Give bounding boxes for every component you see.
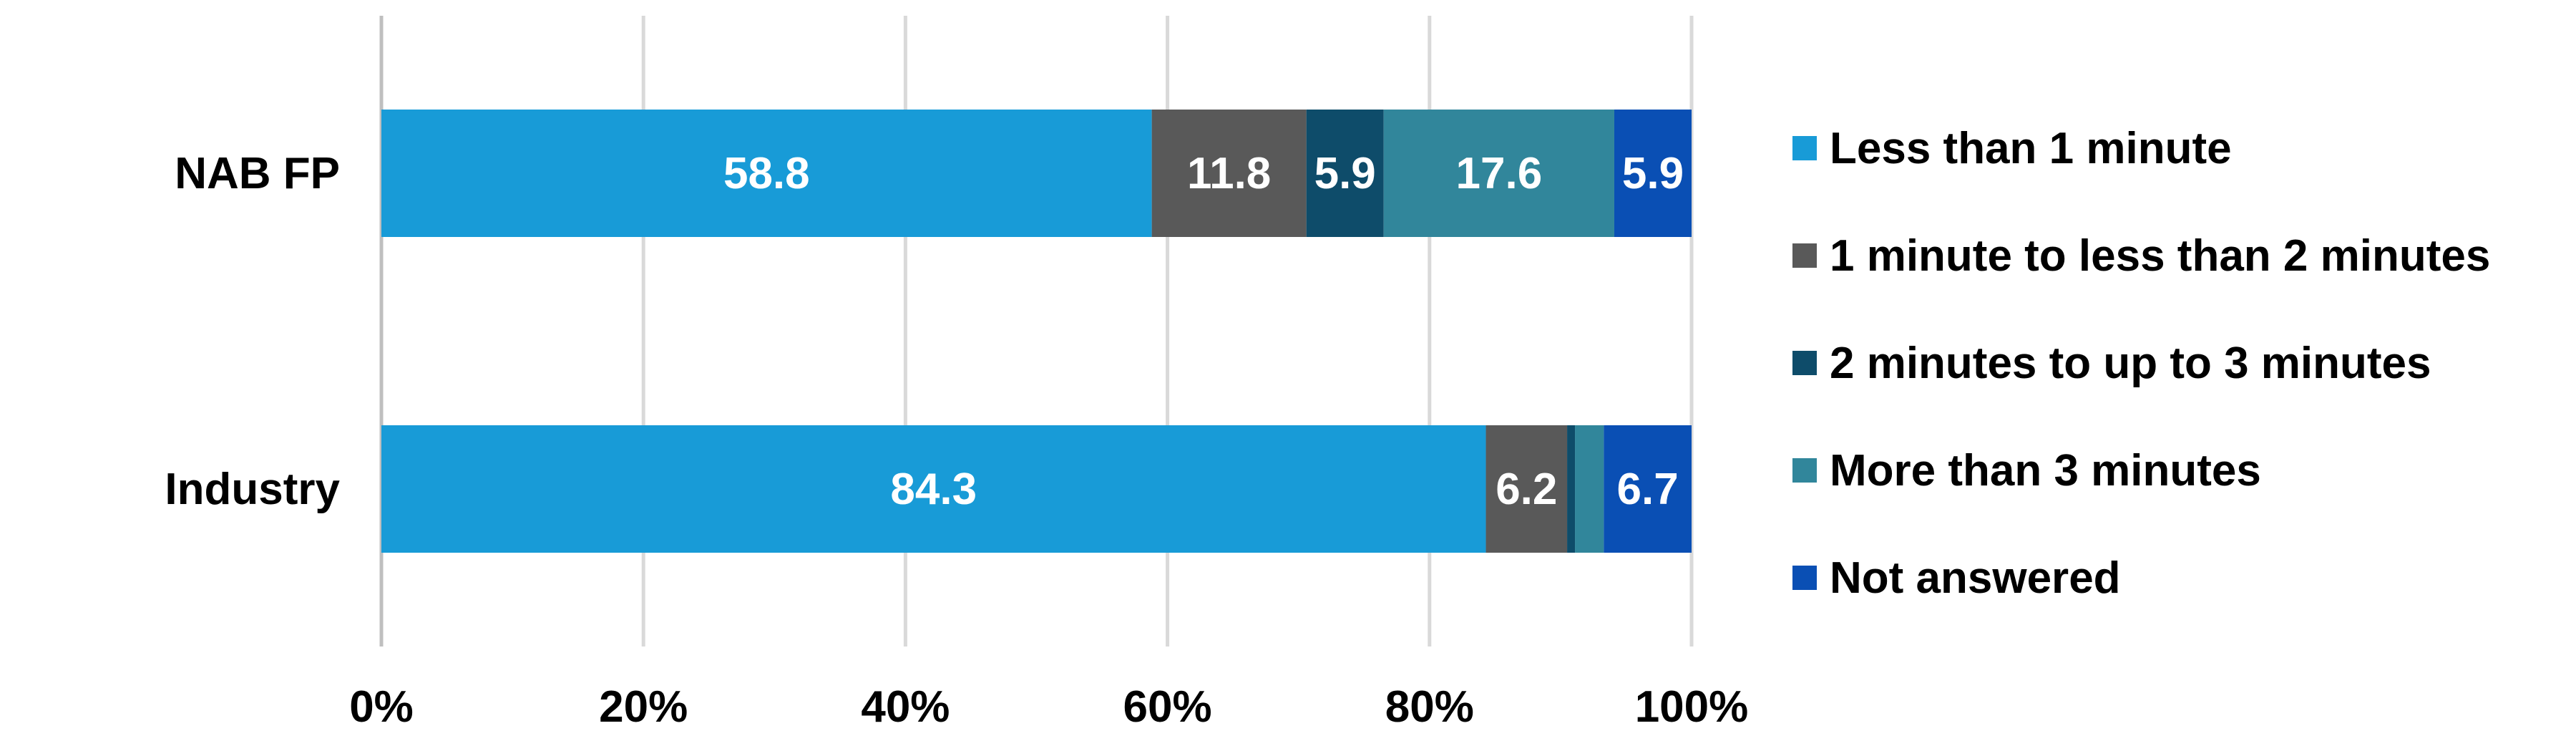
data-label: 84.3 (890, 465, 977, 514)
bar-segment (1485, 425, 1568, 553)
axes: 0% 20% 40% 60% 80% 100% NAB FP Industry (165, 16, 1748, 732)
bar-segment (1383, 110, 1614, 237)
legend-label: More than 3 minutes (1830, 446, 2261, 495)
legend-swatch (1792, 458, 1817, 483)
legend-label: 1 minute to less than 2 minutes (1830, 231, 2490, 281)
x-tick-label: 100% (1635, 682, 1749, 732)
y-category-label: NAB FP (175, 149, 340, 198)
data-label: 5.9 (1314, 149, 1376, 198)
bar-segment (1614, 110, 1692, 237)
legend-swatch (1792, 351, 1817, 375)
bar-segment (1575, 425, 1604, 553)
legend-label: Less than 1 minute (1830, 124, 2232, 173)
data-label: 58.8 (723, 149, 810, 198)
legend: Less than 1 minute 1 minute to less than … (1792, 124, 2490, 603)
x-tick-label: 40% (861, 682, 950, 732)
data-label: 6.2 (1496, 465, 1557, 514)
y-category-label: Industry (165, 465, 340, 514)
bar-segment (1306, 110, 1384, 237)
x-tick-label: 20% (599, 682, 688, 732)
bar-segment (1567, 425, 1576, 553)
bar-segment (381, 425, 1486, 553)
bar-segment (1151, 110, 1307, 237)
legend-label: Not answered (1830, 553, 2121, 603)
legend-swatch (1792, 566, 1817, 590)
legend-swatch (1792, 136, 1817, 160)
data-label: 17.6 (1456, 149, 1543, 198)
data-label: 5.9 (1622, 149, 1684, 198)
x-tick-label: 0% (349, 682, 414, 732)
bar-segment (381, 110, 1152, 237)
legend-label: 2 minutes to up to 3 minutes (1830, 339, 2431, 388)
data-labels: 58.8 11.8 5.9 17.6 5.9 84.3 6.2 6.7 (723, 149, 1684, 514)
legend-swatch (1792, 243, 1817, 268)
data-label: 11.8 (1187, 149, 1271, 198)
data-label: 6.7 (1617, 465, 1679, 514)
bars (381, 110, 1692, 553)
bar-segment (1604, 425, 1692, 553)
x-tick-label: 60% (1123, 682, 1212, 732)
x-tick-label: 80% (1385, 682, 1474, 732)
